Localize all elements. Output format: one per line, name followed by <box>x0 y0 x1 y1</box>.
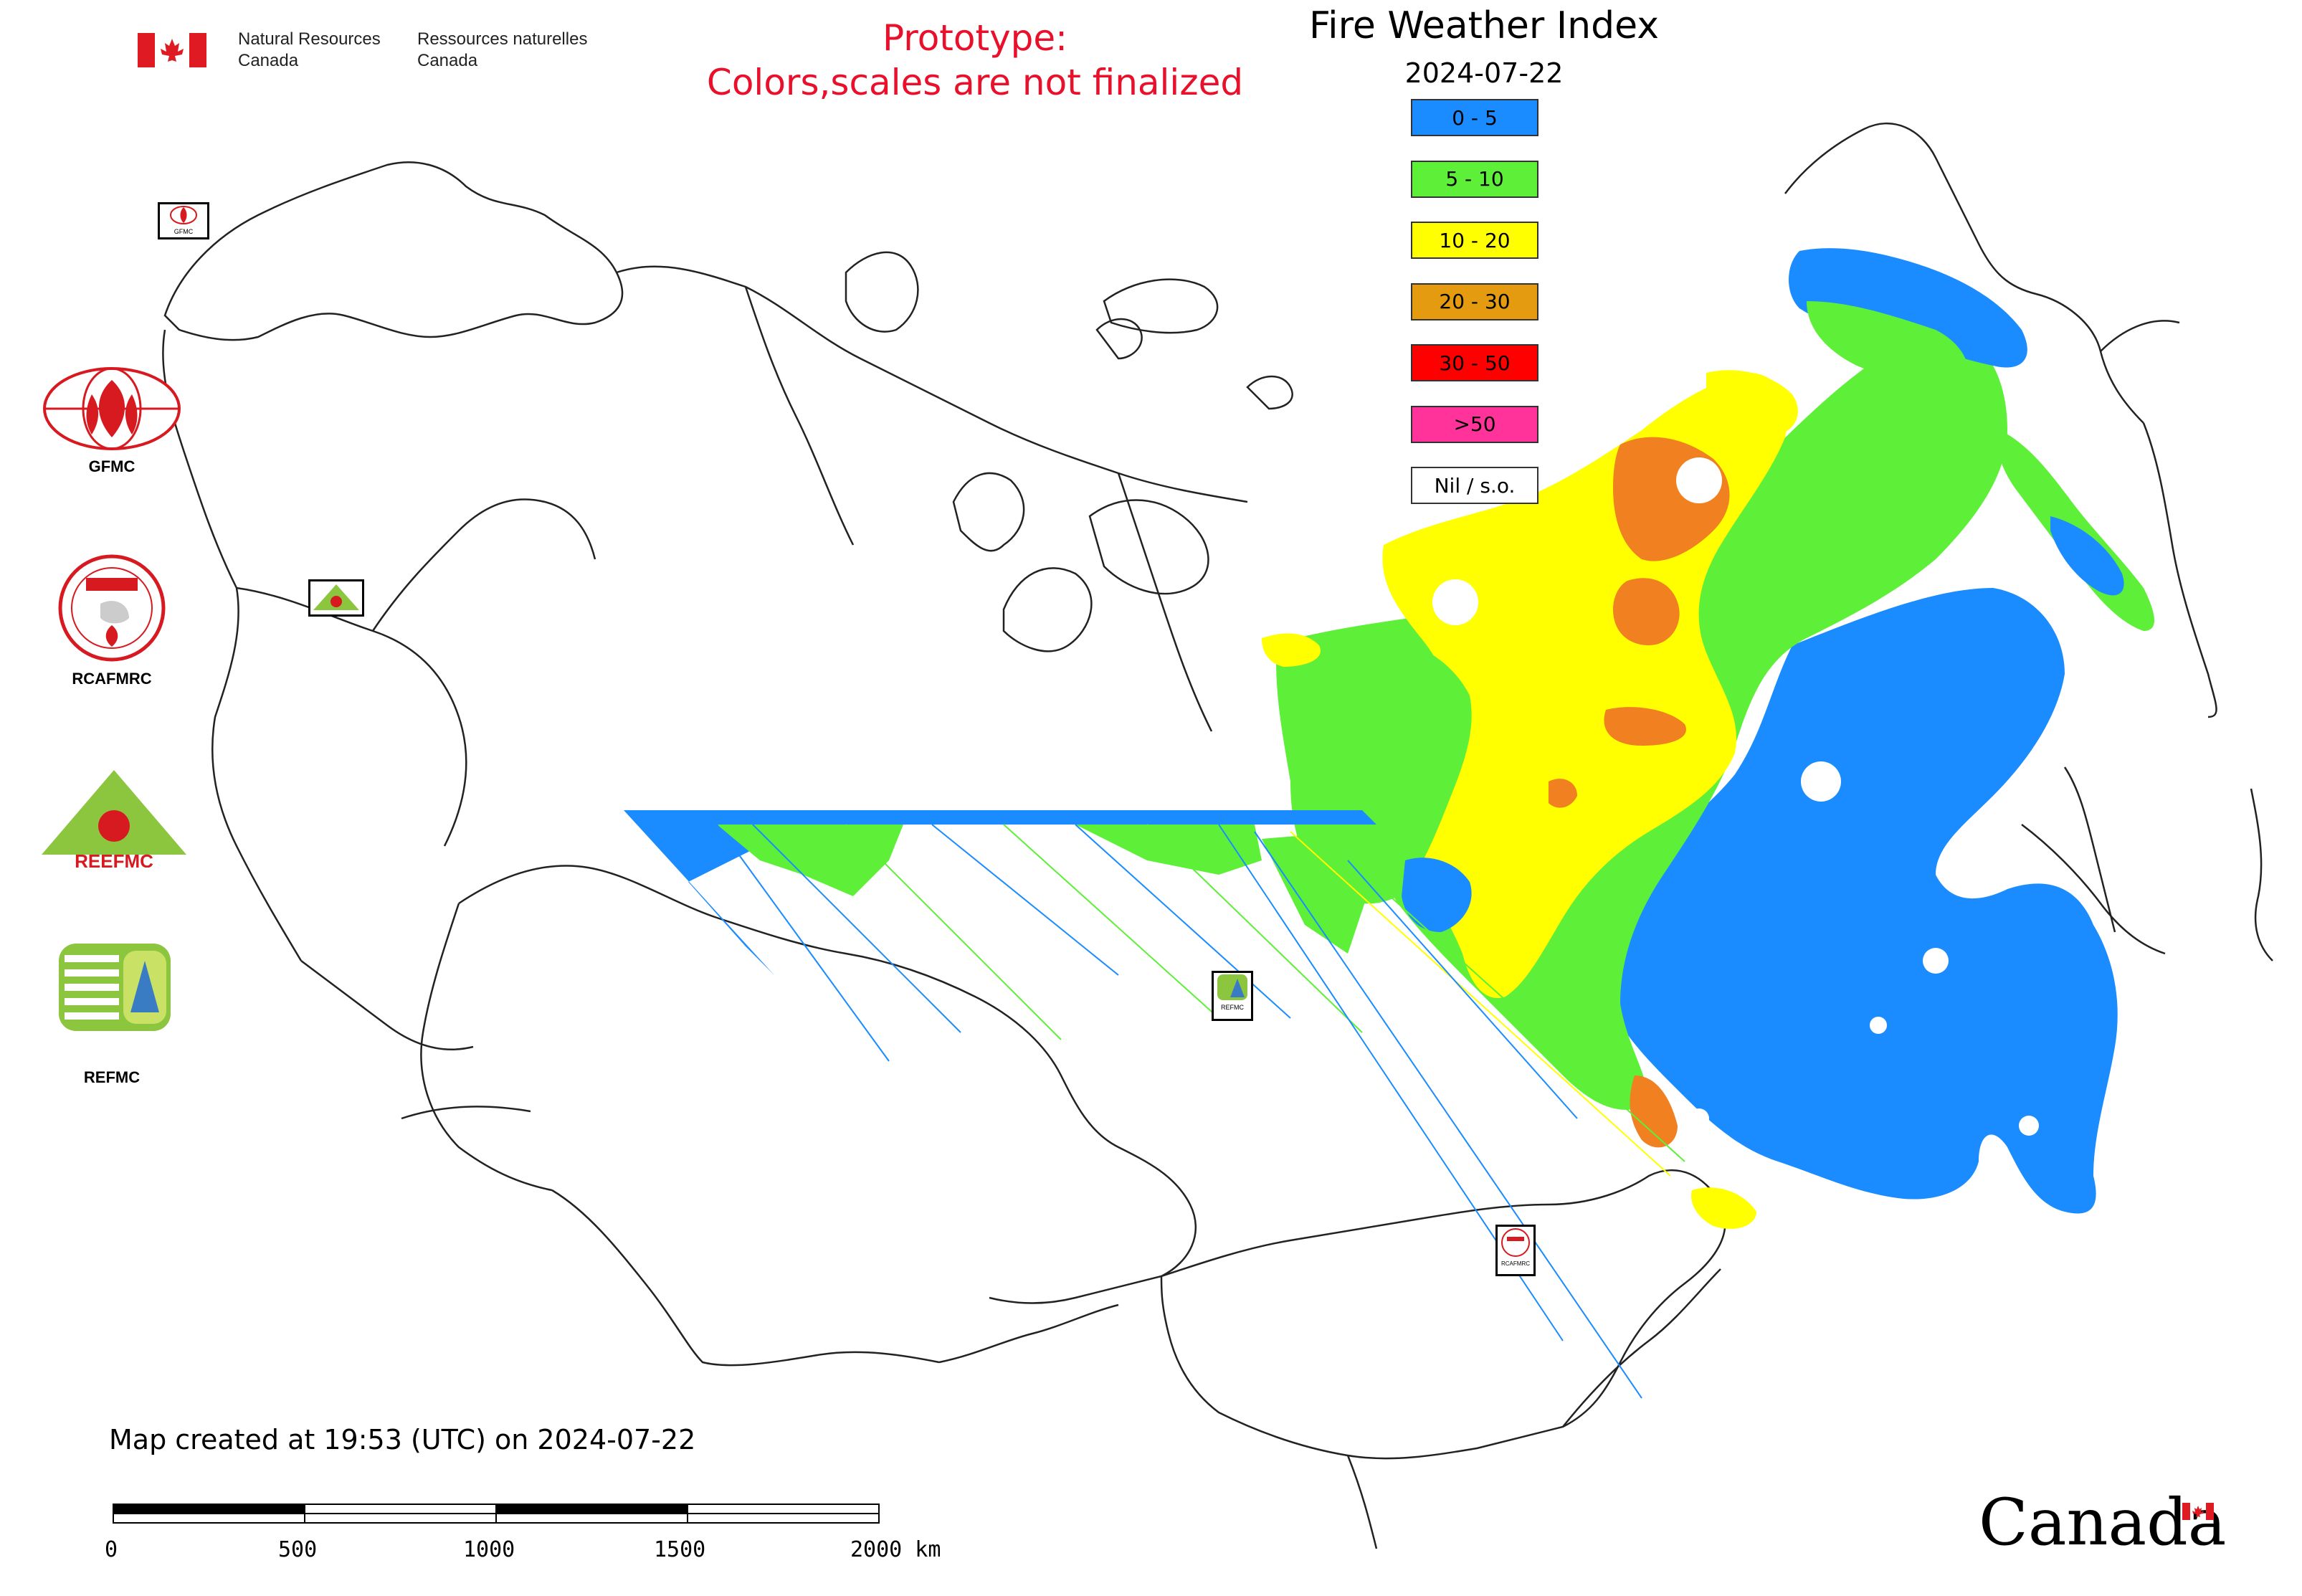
gov-fr-line2: Canada <box>417 51 478 70</box>
prototype-line2: Colors,scales are not finalized <box>706 62 1244 103</box>
fwi-region-kamchatka-blue <box>2050 516 2124 596</box>
fwi-region-chukotka <box>1789 248 2027 368</box>
reefmc-logo-text: REEFMC <box>75 850 153 868</box>
legend-label: 0 - 5 <box>1452 105 1498 130</box>
rcafmrc-logo <box>57 554 166 662</box>
gfmc-badge-text: GFMC <box>173 228 194 235</box>
legend-item-0: 0 - 5 <box>1411 99 1538 136</box>
legend-label: 5 - 10 <box>1445 167 1504 191</box>
reefmc-logo: REEFMC <box>39 767 189 872</box>
fwi-region-chukotka-green <box>1807 301 1968 389</box>
fwi-region-wedge-green <box>717 825 903 896</box>
fwi-region-yellow-ne <box>1706 370 1798 437</box>
fwi-region-wedge-green-3 <box>1262 832 1369 954</box>
wordmark-flag-icon <box>2182 1503 2214 1520</box>
canada-wordmark-text: Canada <box>1979 1485 2227 1560</box>
prototype-notice: Prototype: Colors,scales are not finaliz… <box>645 16 1305 105</box>
prototype-line1: Prototype: <box>882 17 1068 59</box>
legend-item-2: 10 - 20 <box>1411 222 1538 259</box>
refmc-logo <box>59 944 171 1031</box>
refmc-badge-text: REFMC <box>1221 1004 1244 1011</box>
fwi-region-orange-3 <box>1604 707 1686 746</box>
legend-item-1: 5 - 10 <box>1411 160 1538 198</box>
fwi-region-yellow-se <box>1691 1187 1756 1229</box>
rcafmrc-badge-text: RCAFMRC <box>1501 1260 1530 1267</box>
scale-tick-1500: 1500 <box>654 1537 706 1562</box>
reefmc-map-badge <box>308 579 364 617</box>
map-date: 2024-07-22 <box>1404 57 1564 89</box>
legend-item-5: >50 <box>1411 405 1538 443</box>
fwi-region-orange-2 <box>1613 578 1680 645</box>
scale-tick-2000: 2000 km <box>850 1537 941 1562</box>
legend-label: 20 - 30 <box>1439 290 1511 313</box>
fwi-region-wedge-blue <box>624 810 1376 975</box>
fwi-region-blue-east <box>1600 588 2118 1214</box>
nrcan-english: Natural Resources Canada <box>238 29 381 72</box>
refmc-map-badge: REFMC <box>1212 971 1253 1021</box>
fwi-data-layer <box>624 248 2154 1229</box>
legend-label: 30 - 50 <box>1439 351 1511 375</box>
rcafmrc-map-badge: RCAFMRC <box>1495 1225 1536 1276</box>
scale-tick-0: 0 <box>105 1537 118 1562</box>
fwi-region-wedge-green-2 <box>1075 825 1262 875</box>
legend-label: >50 <box>1453 412 1496 436</box>
country-borders <box>162 122 2273 1549</box>
legend-item-6: Nil / s.o. <box>1411 467 1538 504</box>
nrcan-french: Ressources naturelles Canada <box>417 29 587 72</box>
gfmc-label: GFMC <box>88 457 135 475</box>
fwi-region-blue-center <box>1402 858 1472 932</box>
gov-en-line1: Natural Resources <box>238 29 381 49</box>
scale-tick-1000: 1000 <box>463 1537 515 1562</box>
legend-item-3: 20 - 30 <box>1411 282 1538 320</box>
legend-label: 10 - 20 <box>1439 228 1511 252</box>
refmc-label: REFMC <box>83 1068 141 1086</box>
gfmc-logo <box>42 366 182 452</box>
canada-flag-icon <box>138 33 206 67</box>
legend-label: Nil / s.o. <box>1434 473 1516 498</box>
fwi-region-orange-5 <box>1630 1075 1678 1148</box>
scale-bar <box>113 1504 880 1524</box>
gfmc-map-badge: GFMC <box>158 202 209 239</box>
rcafmrc-label: RCAFMRC <box>72 670 152 688</box>
canada-wordmark: Canada <box>1979 1485 2227 1566</box>
nil-spots <box>1432 457 2039 1136</box>
gov-fr-line1: Ressources naturelles <box>417 29 588 49</box>
legend-item-4: 30 - 50 <box>1411 344 1538 381</box>
map-created-note: Map created at 19:53 (UTC) on 2024-07-22 <box>109 1424 696 1455</box>
fwi-region-yellow-west <box>1262 633 1321 667</box>
fwi-region-orange-4 <box>1549 779 1577 808</box>
map-title: Fire Weather Index <box>1309 4 1659 47</box>
scale-tick-500: 500 <box>278 1537 318 1562</box>
gov-en-line2: Canada <box>238 51 299 70</box>
